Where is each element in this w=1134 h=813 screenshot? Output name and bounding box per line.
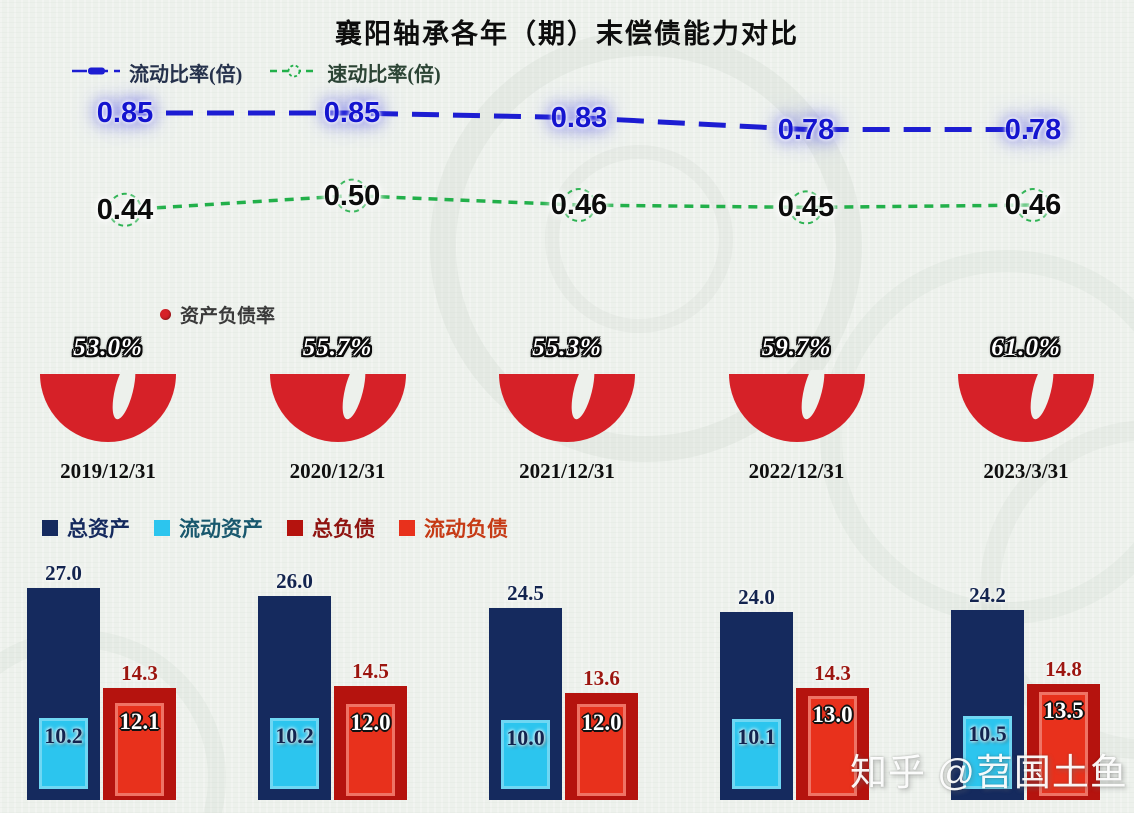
legend-total-liabilities-label: 总负债	[312, 518, 375, 541]
legend-quick-ratio-label: 速动比率(倍)	[327, 64, 441, 86]
quick-ratio-value: 0.46	[1004, 189, 1062, 222]
total-liabilities-value: 14.5	[352, 659, 389, 684]
total-liabilities-value: 13.6	[583, 666, 620, 691]
current-assets-value: 10.2	[44, 723, 83, 749]
current-liabilities-value: 12.0	[350, 709, 391, 735]
current-liabilities-value: 13.5	[1043, 698, 1084, 724]
legend-current-assets-label: 流动资产	[179, 518, 263, 541]
bar-current-liabilities	[1039, 692, 1088, 796]
total-liabilities-value: 14.8	[1045, 656, 1082, 681]
debt-ratio-gauge	[497, 360, 637, 448]
bar-current-liabilities	[577, 703, 626, 796]
current-ratio-line-marker-icon	[72, 61, 120, 84]
debt-ratio-legend-label: 资产负债率	[180, 306, 276, 327]
date-label: 2021/12/31	[519, 459, 615, 483]
debt-ratio-value: 61.0%	[991, 334, 1061, 361]
current-liabilities-value: 13.0	[812, 701, 853, 727]
total-assets-value: 26.0	[276, 568, 313, 593]
bar-current-liabilities	[808, 695, 857, 796]
bar-current-liabilities	[115, 702, 164, 796]
quick-ratio-value: 0.44	[96, 193, 154, 226]
date-label: 2023/3/31	[983, 459, 1069, 483]
current-assets-value: 10.5	[968, 721, 1007, 747]
current-ratio-value: 0.78	[777, 113, 835, 146]
site-watermark: 知乎 @苕国土鱼	[850, 752, 1128, 793]
current-ratio-value: 0.85	[96, 97, 154, 129]
legend-current-ratio: 流动比率(倍)	[72, 58, 242, 87]
current-ratio-value: 0.83	[550, 101, 608, 134]
bar-current-assets	[501, 719, 550, 789]
current-assets-value: 10.2	[275, 723, 314, 749]
bar-current-liabilities	[346, 703, 395, 796]
line-chart-legend: 流动比率(倍) 速动比率(倍)	[72, 58, 441, 87]
total-assets-swatch-icon	[42, 520, 58, 536]
current-assets-value: 10.1	[737, 723, 776, 749]
debt-ratio-gauge	[38, 360, 178, 448]
bar-current-assets	[39, 718, 88, 789]
debt-ratio-value: 59.7%	[761, 334, 832, 361]
current-liabilities-value: 12.0	[581, 709, 622, 735]
debt-ratio-value: 55.3%	[532, 334, 602, 361]
current-liabilities-swatch-icon	[399, 520, 415, 536]
date-label: 2022/12/31	[748, 459, 845, 483]
quick-ratio-value: 0.50	[323, 179, 381, 212]
bar-current-assets	[270, 718, 319, 789]
total-assets-value: 24.5	[507, 580, 544, 605]
total-liabilities-value: 14.3	[814, 660, 851, 685]
debt-ratio-gauge	[956, 360, 1096, 448]
legend-total-assets: 总资产	[42, 513, 130, 543]
current-assets-value: 10.0	[506, 724, 545, 750]
date-label: 2019/12/31	[60, 459, 156, 483]
quick-ratio-value: 0.46	[550, 189, 608, 222]
legend-total-assets-label: 总资产	[67, 518, 130, 541]
bar-current-assets	[732, 718, 781, 789]
total-assets-value: 24.0	[738, 584, 775, 609]
bar-current-assets	[963, 716, 1012, 789]
bar-chart-legend: 总资产 流动资产 总负债 流动负债	[42, 513, 508, 543]
total-assets-value: 24.2	[969, 583, 1006, 608]
quick-ratio-value: 0.45	[777, 191, 835, 224]
legend-current-liabilities-label: 流动负债	[424, 518, 508, 541]
debt-ratio-gauge	[727, 360, 867, 448]
debt-ratio-value: 55.7%	[302, 334, 373, 361]
debt-ratio-dot-icon	[160, 309, 171, 320]
date-label: 2020/12/31	[289, 459, 386, 483]
legend-current-ratio-label: 流动比率(倍)	[129, 64, 243, 86]
current-liabilities-value: 12.1	[119, 708, 160, 734]
legend-quick-ratio: 速动比率(倍)	[270, 58, 441, 87]
current-ratio-value: 0.85	[323, 97, 381, 129]
legend-current-assets: 流动资产	[154, 513, 263, 543]
total-liabilities-swatch-icon	[287, 520, 303, 536]
debt-ratio-legend: 资产负债率	[160, 301, 275, 328]
current-ratio-value: 0.78	[1004, 113, 1062, 146]
watermark-ring	[545, 145, 733, 333]
total-assets-value: 27.0	[45, 561, 82, 586]
current-assets-swatch-icon	[154, 520, 170, 536]
total-liabilities-value: 14.3	[121, 660, 158, 685]
debt-ratio-value: 53.0%	[73, 334, 143, 361]
page-title: 襄阳轴承各年（期）末偿债能力对比	[335, 19, 799, 49]
quick-ratio-line-marker-icon	[270, 61, 319, 84]
legend-current-liabilities: 流动负债	[399, 513, 508, 543]
debt-ratio-gauge	[268, 360, 408, 448]
legend-total-liabilities: 总负债	[287, 513, 375, 543]
